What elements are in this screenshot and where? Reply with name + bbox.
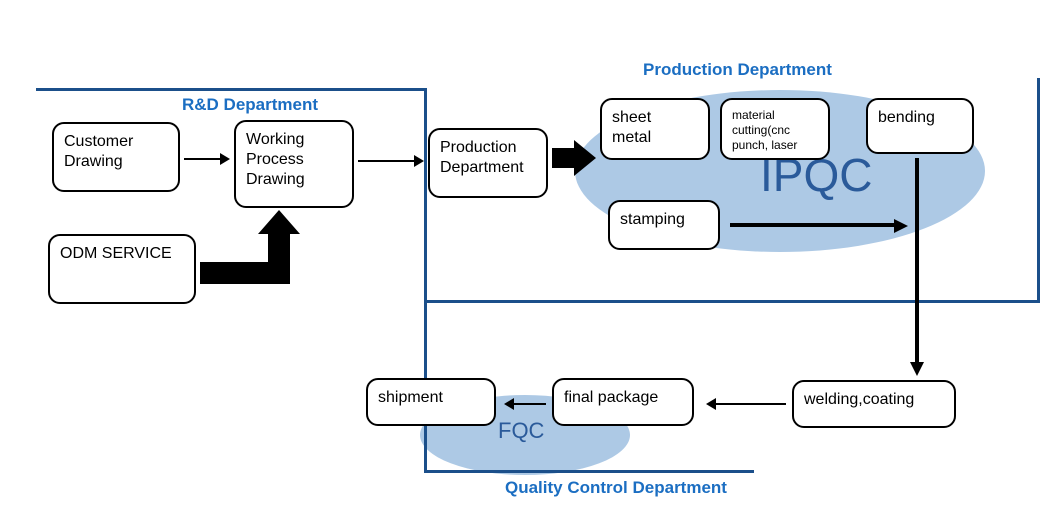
shipment-node: shipment bbox=[366, 378, 496, 426]
arrow-welding-to-final bbox=[706, 398, 786, 410]
production-dept-node: ProductionDepartment bbox=[428, 128, 548, 198]
bending-node: bending bbox=[866, 98, 974, 154]
customer-drawing-node: CustomerDrawing bbox=[52, 122, 180, 192]
section-line bbox=[424, 470, 754, 473]
arrow-final-to-shipment bbox=[504, 398, 546, 410]
stamping-node: stamping bbox=[608, 200, 720, 250]
welding-coating-node: welding,coating bbox=[792, 380, 956, 428]
odm-service-node: ODM SERVICE bbox=[48, 234, 196, 304]
arrow-cd-to-wp bbox=[184, 153, 230, 165]
block-arrow-odm-to-wp bbox=[200, 214, 310, 294]
sheet-metal-node: sheetmetal bbox=[600, 98, 710, 160]
fqc-label: FQC bbox=[498, 418, 544, 444]
section-line bbox=[424, 300, 1040, 303]
rd-section-label: R&D Department bbox=[182, 95, 318, 115]
qc-section-label: Quality Control Department bbox=[505, 478, 727, 498]
arrow-stamping-to-bending bbox=[730, 218, 908, 232]
working-process-node: WorkingProcessDrawing bbox=[234, 120, 354, 208]
arrow-bending-to-welding bbox=[910, 158, 924, 376]
material-cutting-node: materialcutting(cncpunch, laser bbox=[720, 98, 830, 160]
block-arrow-pd-to-sheet bbox=[552, 140, 596, 176]
section-line bbox=[1037, 78, 1040, 303]
production-section-label: Production Department bbox=[643, 60, 832, 80]
final-package-node: final package bbox=[552, 378, 694, 426]
arrow-wp-to-pd bbox=[358, 155, 424, 167]
section-line bbox=[36, 88, 426, 91]
